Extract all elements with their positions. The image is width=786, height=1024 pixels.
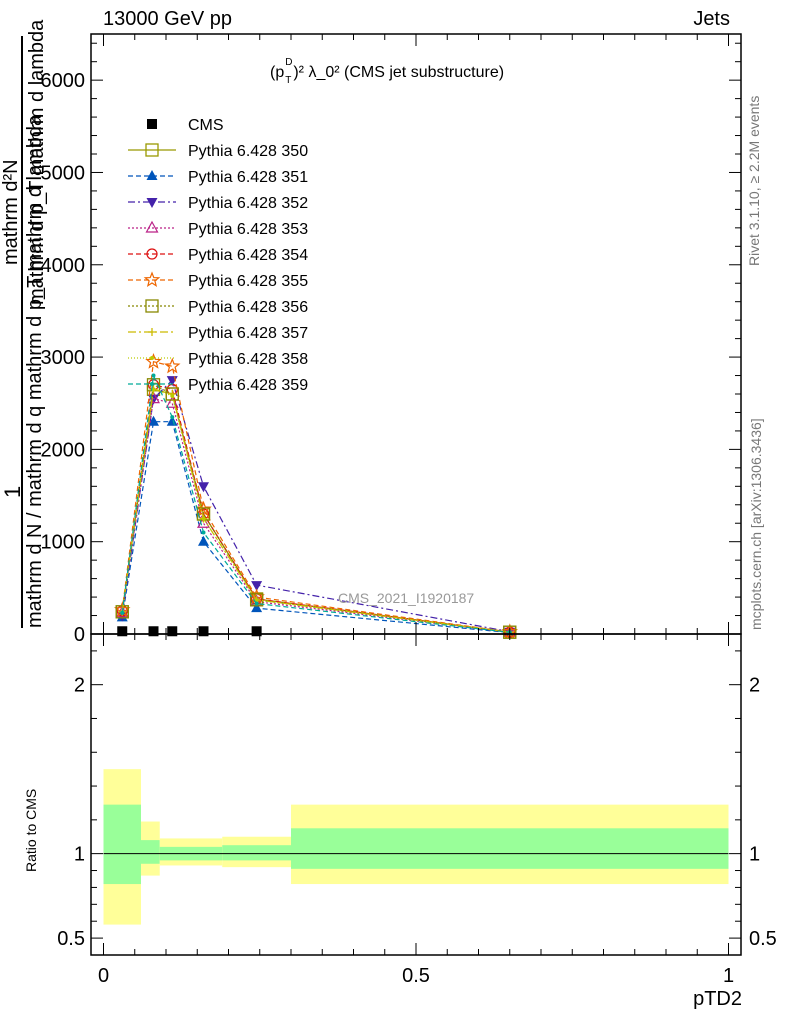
series-point-351-4 bbox=[251, 602, 263, 613]
legend-label-8: Pythia 6.428 357 bbox=[188, 325, 308, 342]
series-line-352 bbox=[121, 379, 510, 633]
plot-title: (p D T)² λ_0² (CMS jet substructure) bbox=[270, 57, 505, 86]
y-tick-label-5: 5000 bbox=[41, 162, 86, 184]
ratio-y-tick-label-right-2: 2 bbox=[749, 675, 760, 697]
series-line-351 bbox=[121, 421, 510, 634]
series-point-359-0 bbox=[120, 610, 125, 615]
ratio-y-tick-label-right-0: 0.5 bbox=[749, 928, 777, 950]
series-point-356-2 bbox=[165, 387, 179, 401]
series-point-358-4 bbox=[254, 597, 259, 602]
header-left: 13000 GeV pp bbox=[103, 8, 232, 30]
legend-label-1: Pythia 6.428 350 bbox=[188, 143, 308, 160]
legend-marker-3 bbox=[146, 198, 158, 208]
series-point-358-1 bbox=[151, 387, 156, 392]
ylabel-fraction-bar bbox=[21, 36, 23, 628]
ratio-bands bbox=[103, 769, 729, 925]
series-line-353 bbox=[121, 397, 510, 633]
series-point-351-2 bbox=[166, 415, 178, 426]
legend-label-2: Pythia 6.428 351 bbox=[188, 169, 308, 186]
y-tick-label-2: 2000 bbox=[41, 439, 86, 461]
series-point-359-3 bbox=[201, 530, 206, 535]
series-line-355 bbox=[121, 360, 510, 633]
legend-label-0: CMS bbox=[188, 117, 224, 134]
title-sub: T bbox=[285, 75, 292, 86]
series-359 bbox=[120, 373, 512, 635]
green-band-1 bbox=[141, 840, 160, 864]
ratio-y-tick-label-0: 0.5 bbox=[57, 928, 85, 950]
axis-ticks: 0 0.5 1 0 1000 2000 3000 4000 5000 6000 0.5 0.5 1 1 2 2 bbox=[41, 34, 777, 987]
legend-marker-0 bbox=[147, 119, 157, 129]
legend-label-3: Pythia 6.428 352 bbox=[188, 195, 308, 212]
series-351 bbox=[116, 415, 516, 637]
ratio-y-tick-label-1: 1 bbox=[74, 844, 85, 866]
series-point-356-4 bbox=[249, 593, 264, 607]
data-point-1 bbox=[148, 626, 159, 637]
y-tick-label-6: 6000 bbox=[41, 70, 86, 92]
ratio-y-tick-label-right-1: 1 bbox=[749, 844, 760, 866]
y-tick-label-4: 4000 bbox=[41, 255, 86, 277]
series-line-359 bbox=[121, 373, 510, 633]
data-point-4 bbox=[251, 626, 262, 637]
series-point-359-2 bbox=[170, 415, 175, 420]
legend-marker-7 bbox=[145, 299, 159, 313]
legend-marker-1 bbox=[145, 143, 159, 157]
series-point-355-2 bbox=[163, 357, 181, 374]
legend-label-6: Pythia 6.428 355 bbox=[188, 273, 308, 290]
series-line-358 bbox=[121, 388, 510, 633]
x-tick-label-1: 0.5 bbox=[402, 965, 430, 987]
green-band-3 bbox=[222, 845, 291, 861]
legend-marker-6 bbox=[143, 271, 161, 288]
header-right: Jets bbox=[693, 8, 730, 30]
green-band-4 bbox=[291, 828, 729, 869]
x-tick-label-2: 1 bbox=[723, 965, 734, 987]
series-point-359-1 bbox=[151, 373, 156, 378]
y-tick-label-0: 0 bbox=[74, 624, 85, 646]
legend-label-7: Pythia 6.428 356 bbox=[188, 299, 308, 316]
mcplots-label: mcplots.cern.ch [arXiv:1306.3436] bbox=[748, 418, 764, 630]
xlabel: pTD2 bbox=[693, 988, 742, 1010]
data-point-2 bbox=[167, 626, 178, 637]
legend-label-5: Pythia 6.428 354 bbox=[188, 247, 308, 264]
legend-marker-2 bbox=[146, 170, 158, 180]
title-sup: D bbox=[285, 57, 293, 68]
y-tick-label-1: 1000 bbox=[41, 532, 86, 554]
legend-marker-10 bbox=[150, 382, 154, 386]
data-point-0 bbox=[117, 626, 128, 637]
ylabel-denominator: mathrm d N / mathrm d q mathrm d p_T mat… bbox=[24, 114, 46, 628]
data-point-3 bbox=[198, 626, 209, 637]
green-band-0 bbox=[103, 804, 141, 885]
legend-marker-8 bbox=[148, 328, 156, 336]
x-tick-label-0: 0 bbox=[98, 965, 109, 987]
series-point-352-3 bbox=[198, 482, 209, 493]
series-point-358-3 bbox=[201, 516, 206, 521]
legend-label-10: Pythia 6.428 359 bbox=[188, 377, 308, 394]
title-rest: )² λ_0² (CMS jet substructure) bbox=[293, 64, 505, 81]
legend: CMS Pythia 6.428 350 Pythia 6.428 351 Pythi… bbox=[128, 117, 308, 394]
ylabel-upper-num: mathrm d²N bbox=[0, 159, 22, 265]
rivet-label: Rivet 3.1.10, ≥ 2.2M events bbox=[746, 95, 762, 266]
ratio-y-tick-label-2: 2 bbox=[74, 675, 85, 697]
series-point-351-1 bbox=[148, 415, 159, 426]
title-p: (p bbox=[270, 64, 285, 81]
series-point-351-3 bbox=[198, 535, 209, 546]
ratio-frame bbox=[90, 633, 742, 956]
series-point-352-4 bbox=[251, 581, 263, 592]
legend-marker-4 bbox=[145, 220, 159, 233]
data-points bbox=[117, 626, 262, 637]
series-point-358-2 bbox=[170, 393, 175, 398]
watermark: CMS_2021_I1920187 bbox=[338, 590, 475, 606]
legend-label-4: Pythia 6.428 353 bbox=[188, 221, 308, 238]
series-point-355-1 bbox=[145, 353, 162, 369]
series-point-356-0 bbox=[115, 605, 129, 619]
series-point-359-4 bbox=[254, 601, 259, 606]
legend-label-9: Pythia 6.428 358 bbox=[188, 351, 308, 368]
ratio-ylabel: Ratio to CMS bbox=[23, 788, 39, 872]
legend-marker-9 bbox=[150, 356, 154, 360]
legend-marker-5 bbox=[146, 248, 158, 260]
y-tick-label-3: 3000 bbox=[41, 347, 86, 369]
